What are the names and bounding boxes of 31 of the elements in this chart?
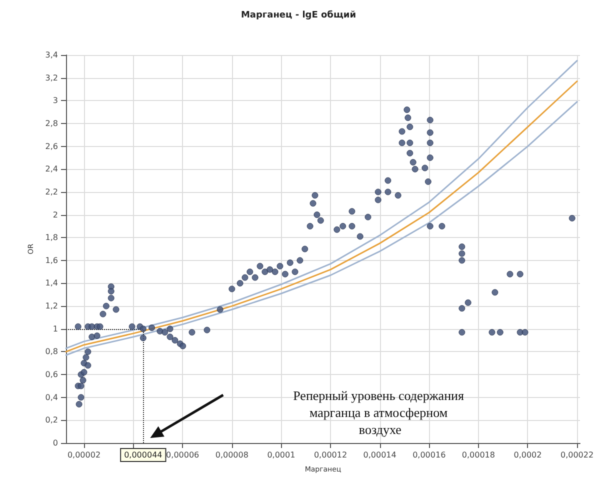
x-tick-label: 0,00014 xyxy=(363,450,396,460)
x-tick-label: 0,00016 xyxy=(412,450,446,460)
x-tick-label: 0,00022 xyxy=(560,450,594,460)
y-tick-label: 1,8 xyxy=(45,233,58,242)
y-tick-label: 3,4 xyxy=(45,50,58,60)
x-tick-label: 0,00006 xyxy=(166,450,200,460)
x-tick-label: 0,00002 xyxy=(67,450,101,460)
y-tick-label: 0,6 xyxy=(45,370,58,380)
chart-title: Марганец - lgE общий xyxy=(240,10,356,20)
ref-line-label: 0,000044 xyxy=(124,450,162,460)
y-tick-label: 2,6 xyxy=(45,142,58,151)
x-tick-label: 0,0002 xyxy=(514,450,542,460)
y-tick-label: 1,6 xyxy=(45,256,58,265)
x-tick-label: 0,00012 xyxy=(314,450,348,460)
x-tick-label: 0,00008 xyxy=(215,450,248,460)
y-tick-label: 2 xyxy=(52,210,58,220)
x-tick-label: 0,0001 xyxy=(267,450,296,460)
y-tick-label: 1,4 xyxy=(45,278,58,288)
y-tick-label: 3,2 xyxy=(45,73,58,82)
y-tick-label: 0 xyxy=(52,438,58,448)
y-tick-label: 2,8 xyxy=(45,118,58,128)
y-tick-label: 1 xyxy=(52,324,58,334)
x-tick-label: 0,00018 xyxy=(462,450,495,460)
y-tick-label: 1,2 xyxy=(45,302,58,311)
y-tick-label: 0,2 xyxy=(45,416,58,425)
y-tick-label: 2,4 xyxy=(45,164,58,174)
y-tick-label: 0,4 xyxy=(45,392,58,402)
annotation: Реперный уровень содержания марганца в атмосферном воздухе xyxy=(293,388,468,437)
y-tick-label: 2,2 xyxy=(45,187,58,196)
y-tick-label: 0,8 xyxy=(45,347,58,356)
y-tick-label: 3 xyxy=(52,96,58,106)
